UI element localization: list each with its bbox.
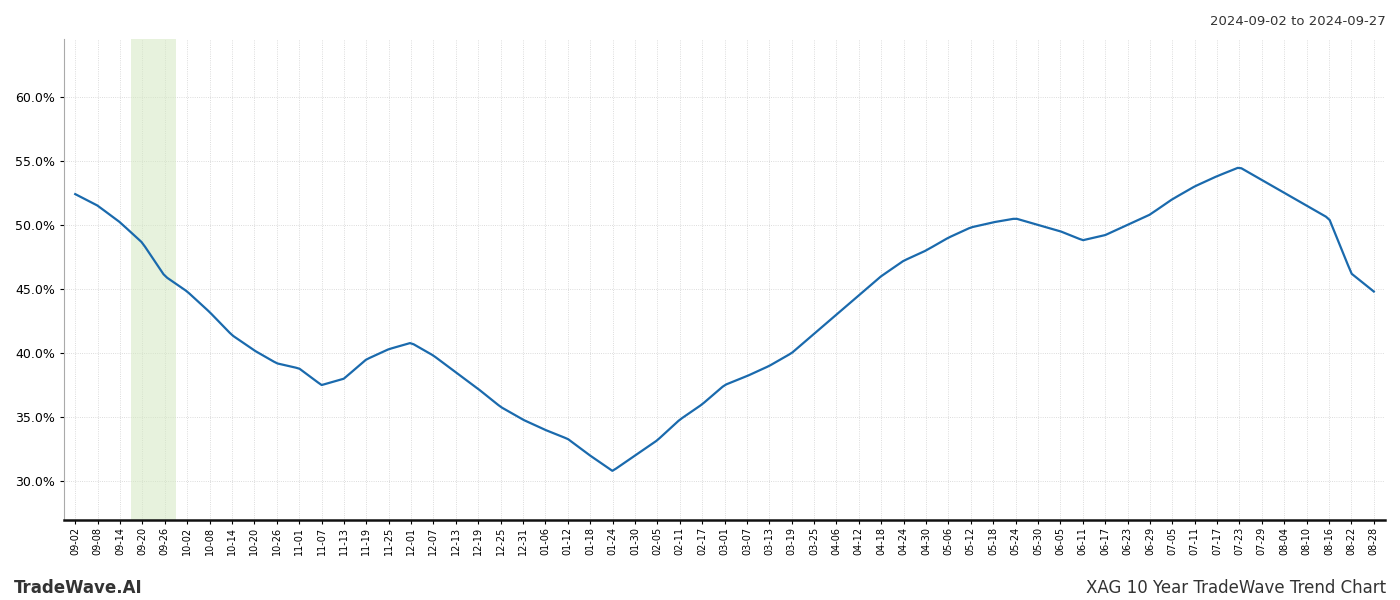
Text: XAG 10 Year TradeWave Trend Chart: XAG 10 Year TradeWave Trend Chart: [1086, 579, 1386, 597]
Text: 2024-09-02 to 2024-09-27: 2024-09-02 to 2024-09-27: [1210, 15, 1386, 28]
Text: TradeWave.AI: TradeWave.AI: [14, 579, 143, 597]
Bar: [132, 39, 176, 520]
